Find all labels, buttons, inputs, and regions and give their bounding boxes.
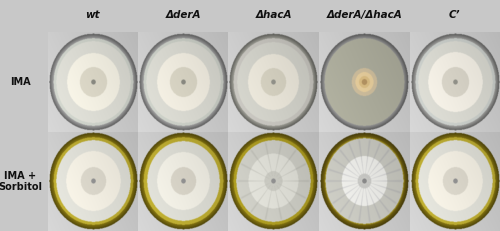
Text: IMA: IMA <box>10 77 30 87</box>
Text: C’: C’ <box>449 9 460 20</box>
Text: wt: wt <box>86 9 100 20</box>
Text: ΔderA: ΔderA <box>166 9 201 20</box>
Text: ΔderA/ΔhacA: ΔderA/ΔhacA <box>326 9 402 20</box>
Text: ΔhacA: ΔhacA <box>256 9 292 20</box>
Text: IMA +
Sorbitol: IMA + Sorbitol <box>0 170 42 192</box>
